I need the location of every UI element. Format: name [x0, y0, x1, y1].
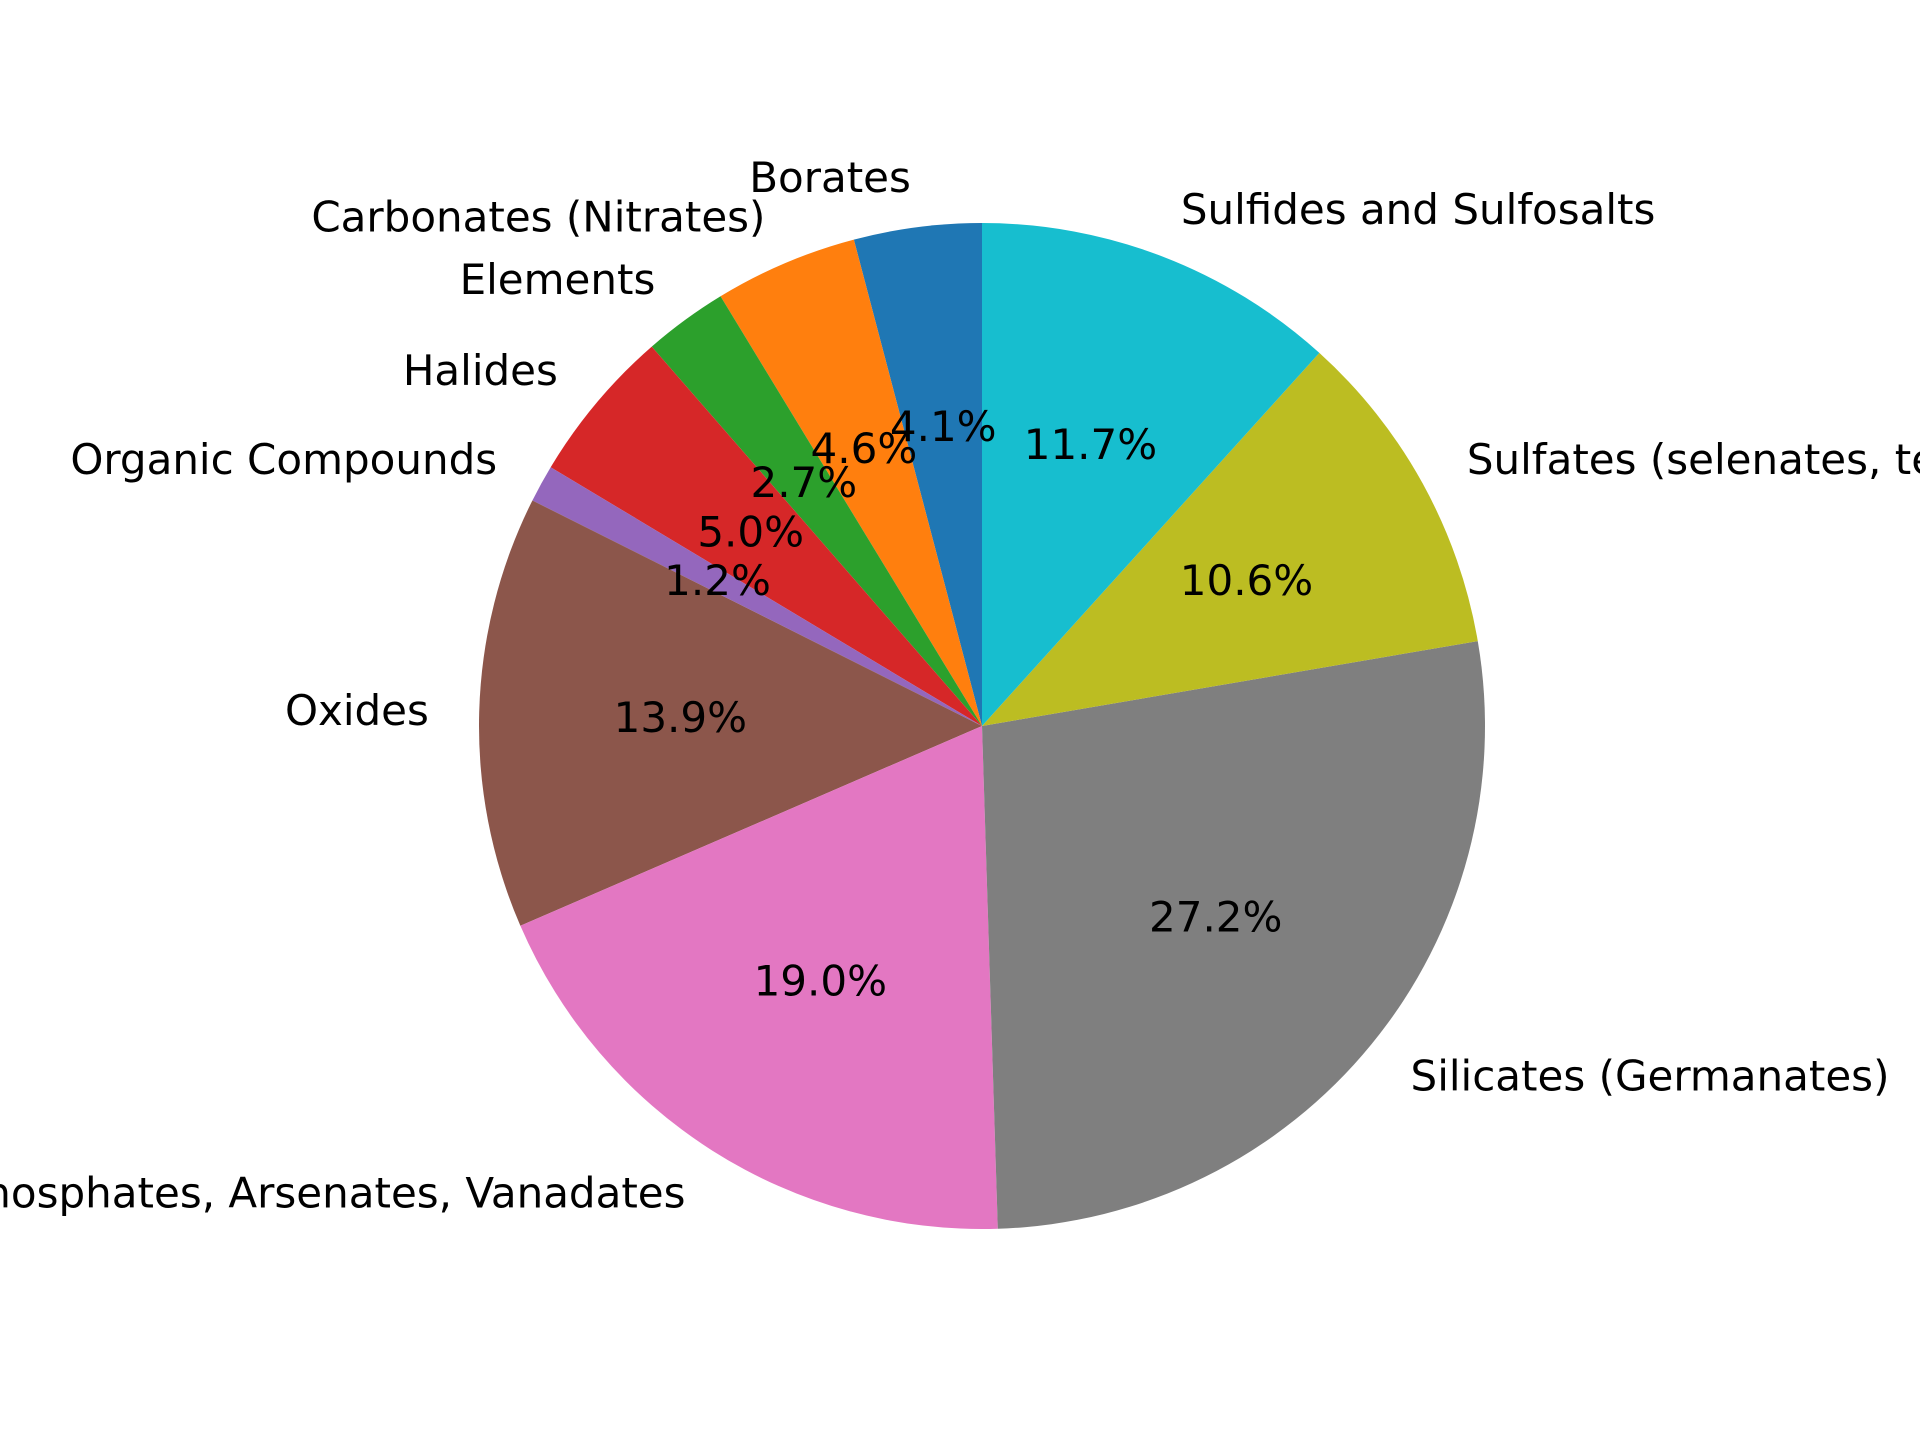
pie-slice-phosphates-arsenates-vanadates: [520, 726, 998, 1230]
pct-label-elements: 2.7%: [750, 458, 857, 507]
pct-label-organic-compounds: 1.2%: [664, 556, 771, 605]
slice-label-sulfides-and-sulfosalts: Sulfides and Sulfosalts: [1181, 185, 1656, 234]
pct-label-halides: 5.0%: [697, 508, 804, 557]
pie-slice-oxides: [478, 500, 982, 926]
pie-slice-carbonates-nitrates: [720, 239, 982, 726]
pie-slice-silicates-germanates: [982, 641, 1485, 1229]
slice-label-halides: Halides: [403, 346, 558, 395]
slice-label-elements: Elements: [460, 255, 656, 304]
slice-label-sulfates-selenates-tellurates-chromates-molybdates-wolframates: Sulfates (selenates, tellurates, chromat…: [1467, 435, 1920, 484]
pie-slice-sulfates-selenates-tellurates-chromates-molybdates-wolframates: [982, 352, 1478, 726]
slice-label-borates: Borates: [749, 153, 911, 202]
pct-label-sulfides-and-sulfosalts: 11.7%: [1024, 420, 1157, 469]
pie-slice-elements: [651, 296, 982, 726]
pct-label-borates: 4.1%: [890, 402, 997, 451]
pie-slice-sulfides-and-sulfosalts: [982, 223, 1320, 726]
pie-slice-organic-compounds: [532, 467, 982, 726]
pct-label-phosphates-arsenates-vanadates: 19.0%: [754, 956, 887, 1005]
slice-label-oxides: Oxides: [285, 686, 429, 735]
pct-label-silicates-germanates: 27.2%: [1149, 892, 1282, 941]
pct-label-carbonates-nitrates: 4.6%: [811, 424, 918, 473]
slice-label-phosphates-arsenates-vanadates: Phosphates, Arsenates, Vanadates: [0, 1169, 686, 1218]
pie-labels: Borates 4.1% Carbonates (Nitrates) 4.6% Elem…: [0, 153, 1920, 1218]
slice-label-carbonates-nitrates: Carbonates (Nitrates): [311, 192, 765, 241]
slice-label-silicates-germanates: Silicates (Germanates): [1411, 1052, 1890, 1101]
pct-label-sulfates-selenates-tellurates-chromates-molybdates-wolframates: 10.6%: [1180, 556, 1313, 605]
pct-label-oxides: 13.9%: [614, 693, 747, 742]
pie-slices: [478, 223, 1485, 1230]
slice-label-organic-compounds: Organic Compounds: [70, 435, 497, 484]
pie-slice-borates: [853, 223, 982, 726]
pie-slice-halides: [550, 346, 982, 726]
